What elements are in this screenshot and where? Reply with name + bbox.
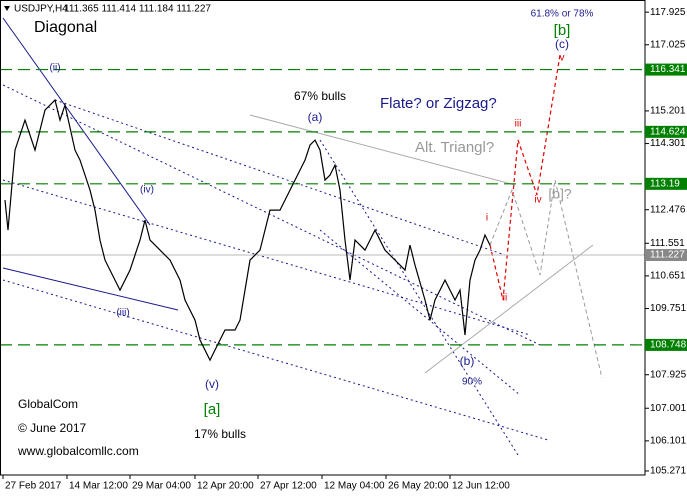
annotation: [a]: [204, 401, 221, 418]
annotations: Diagonal 61.8% or 78% [b] (c) v 67% bull…: [17, 9, 594, 459]
annotation: [b]: [554, 22, 571, 39]
level-label: 114.624: [650, 126, 686, 137]
chart-subtitle: 111.365 111.414 111.184 111.227: [64, 4, 211, 15]
x-tick-label: 12 Apr 20:00: [197, 481, 254, 492]
annotation: iv: [534, 195, 541, 206]
annotation: iii: [515, 119, 522, 130]
y-tick-label: 109.751: [650, 303, 687, 314]
y-tick-label: 117.025: [650, 39, 686, 50]
menu-icon: [4, 6, 10, 11]
level-label-box: [645, 125, 687, 138]
price-line: [4, 98, 491, 362]
level-label-box: [645, 63, 687, 76]
annotation: 61.8% or 78%: [531, 9, 594, 20]
y-tick-label: 107.925: [650, 369, 687, 380]
levels: [0, 68, 645, 346]
triangle-line: [424, 244, 594, 374]
x-tick-label: 27 Feb 2017: [5, 481, 62, 492]
x-tick-label: 12 Jun 12:00: [452, 481, 510, 492]
annotation: (iv): [140, 185, 154, 196]
x-tick-label: 14 Mar 12:00: [69, 481, 128, 492]
trend-line: [2, 17, 151, 226]
annotation: (b): [460, 354, 475, 368]
triangle-line: [249, 114, 516, 186]
annotation: www.globalcomllc.com: [17, 444, 139, 458]
projection-path: [489, 179, 603, 379]
level-label-box: [645, 177, 687, 190]
y-tick-label: 107.001: [650, 403, 687, 414]
chart-title: USDJPY,H4: [14, 4, 68, 15]
annotation: Alt. Triangl?: [415, 139, 494, 156]
channel-line: [319, 139, 519, 456]
y-tick-label: 112.476: [650, 204, 686, 215]
plot-frame: [0, 0, 646, 476]
channel-line: [319, 229, 521, 396]
annotation: (iii): [116, 308, 129, 319]
y-tick-label: 111.551: [650, 238, 685, 249]
trend-line: [2, 267, 179, 311]
annotation: (a): [308, 110, 323, 124]
annotation: (ii): [49, 63, 60, 74]
y-tick-label: 117.925: [650, 7, 686, 18]
annotation: [b]?: [548, 186, 572, 202]
annotation: 90%: [462, 377, 482, 388]
x-tick-label: 27 Apr 12:00: [260, 481, 317, 492]
last-price-label: 111.227: [650, 250, 685, 261]
annotation: i: [486, 213, 488, 224]
annotation: Flate? or Zigzag?: [380, 95, 497, 112]
level-label: 113.19: [650, 178, 680, 189]
annotation: ii: [503, 293, 507, 304]
y-tick-label: 115.201: [650, 106, 686, 117]
annotation: 17% bulls: [194, 427, 246, 441]
x-tick-label: 26 May 20:00: [388, 481, 449, 492]
annotation: (v): [205, 377, 219, 391]
annotation: 67% bulls: [294, 89, 346, 103]
annotation: (c): [555, 37, 569, 51]
x-tick-label: 12 May 04:00: [324, 481, 385, 492]
level-label-box: [645, 338, 687, 351]
channel-line: [54, 99, 506, 256]
y-tick-label: 106.101: [650, 436, 687, 447]
annotation: GlobalCom: [18, 397, 78, 411]
y-tick-label: 105.271: [650, 466, 687, 477]
y-tick-label: 114.301: [650, 138, 686, 149]
level-label: 108.748: [650, 340, 687, 351]
last-price-box: [645, 249, 687, 262]
projection-path: [489, 54, 561, 301]
x-tick-label: 29 Mar 04:00: [132, 481, 191, 492]
channel-line: [2, 179, 531, 336]
y-tick-label: 110.651: [650, 271, 686, 282]
plot: [4, 98, 491, 362]
level-label: 116.341: [650, 64, 686, 75]
annotation: Diagonal: [34, 19, 97, 36]
drawings: [2, 17, 603, 456]
annotation: v: [560, 53, 565, 64]
annotation: © June 2017: [18, 421, 87, 435]
